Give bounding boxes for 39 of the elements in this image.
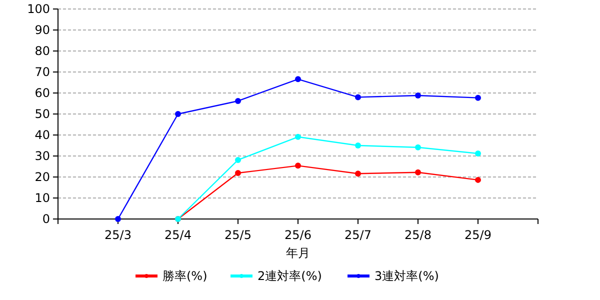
x-tick-label: 25/5 [224, 228, 252, 242]
y-tick-label: 40 [34, 128, 50, 142]
y-tick-label: 60 [34, 86, 50, 100]
y-tick-label: 80 [34, 44, 50, 58]
point [355, 94, 361, 100]
point [295, 162, 301, 169]
point [235, 170, 241, 176]
x-tick-label: 25/9 [464, 228, 492, 242]
x-tick-label: 25/4 [164, 228, 192, 242]
y-tick-label: 0 [42, 212, 50, 226]
legend-label: 3連対率(%) [374, 269, 439, 283]
x-tick-label: 25/7 [344, 228, 372, 242]
point [115, 216, 121, 222]
point [295, 76, 301, 82]
point [415, 92, 421, 99]
legend-label: 2連対率(%) [258, 269, 322, 283]
point [235, 156, 241, 163]
point [355, 142, 361, 148]
point [355, 170, 361, 177]
y-tick-label: 30 [34, 149, 50, 163]
x-tick-label: 25/3 [104, 228, 132, 242]
x-tick-label: 25/6 [284, 228, 312, 242]
y-tick-label: 90 [34, 23, 50, 37]
legend-label: 勝率(%) [162, 269, 208, 283]
y-tick-label: 70 [34, 65, 50, 79]
y-tick-label: 50 [34, 107, 50, 121]
point [175, 111, 181, 117]
y-tick-label: 10 [34, 191, 50, 205]
point [475, 94, 481, 101]
point [295, 134, 301, 140]
y-tick-label: 100 [27, 2, 50, 16]
point [475, 150, 481, 156]
x-tick-label: 25/8 [404, 228, 432, 242]
point [415, 144, 421, 150]
point [235, 98, 241, 104]
point [475, 176, 481, 183]
x-axis-title: 年月 [286, 246, 310, 260]
y-tick-label: 20 [34, 170, 50, 184]
point [415, 169, 421, 176]
